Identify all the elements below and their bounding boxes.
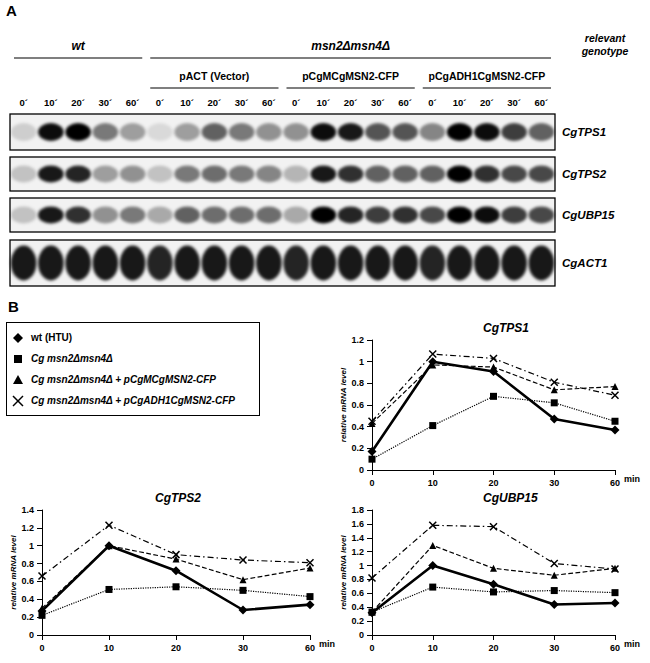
svg-text:min: min — [319, 639, 335, 649]
html-text:B: B — [8, 298, 19, 315]
svg-text:60: 60 — [305, 643, 315, 653]
svg-text:20´: 20´ — [480, 97, 494, 108]
svg-text:0: 0 — [39, 643, 44, 653]
svg-text:20´: 20´ — [344, 97, 358, 108]
svg-text:0: 0 — [359, 630, 364, 640]
svg-text:0.2: 0.2 — [351, 616, 364, 626]
svg-text:10´: 10´ — [453, 97, 467, 108]
svg-text:60: 60 — [610, 643, 620, 653]
svg-text:CgACT1: CgACT1 — [562, 257, 607, 269]
svg-text:20: 20 — [488, 643, 498, 653]
svg-text:10´: 10´ — [180, 97, 194, 108]
svg-text:CgUBP15: CgUBP15 — [483, 491, 538, 505]
svg-text:CgTPS1: CgTPS1 — [562, 126, 606, 138]
svg-text:msn2Δmsn4Δ: msn2Δmsn4Δ — [311, 39, 390, 53]
svg-text:0.4: 0.4 — [21, 594, 34, 604]
svg-text:0: 0 — [369, 643, 374, 653]
svg-text:0.4: 0.4 — [351, 602, 364, 612]
svg-text:60: 60 — [610, 478, 620, 488]
html-text:Cg msn2Δmsn4Δ + pCgMCgMSN2-CFP: Cg msn2Δmsn4Δ + pCgMCgMSN2-CFP — [31, 374, 216, 385]
svg-text:60´: 60´ — [262, 97, 276, 108]
svg-text:0´: 0´ — [19, 97, 27, 108]
svg-text:30´: 30´ — [99, 97, 113, 108]
svg-text:wt: wt — [71, 39, 85, 53]
svg-text:60´: 60´ — [126, 97, 140, 108]
svg-text:0´: 0´ — [292, 97, 300, 108]
svg-text:A: A — [6, 2, 17, 19]
svg-text:30´: 30´ — [235, 97, 249, 108]
svg-text:1.2: 1.2 — [21, 523, 34, 533]
svg-text:10: 10 — [104, 643, 114, 653]
svg-text:pACT (Vector): pACT (Vector) — [179, 70, 249, 82]
svg-text:0.6: 0.6 — [21, 576, 34, 586]
svg-text:1.4: 1.4 — [21, 505, 34, 515]
svg-text:60´: 60´ — [398, 97, 412, 108]
html-text:Cg msn2Δmsn4Δ: Cg msn2Δmsn4Δ — [31, 353, 113, 364]
svg-text:1: 1 — [359, 561, 364, 571]
svg-text:1.8: 1.8 — [351, 505, 364, 515]
svg-text:CgUBP15: CgUBP15 — [562, 209, 615, 221]
svg-text:CgTPS2: CgTPS2 — [562, 168, 607, 180]
svg-text:10´: 10´ — [44, 97, 58, 108]
svg-text:30´: 30´ — [507, 97, 521, 108]
svg-text:10: 10 — [428, 643, 438, 653]
svg-text:60´: 60´ — [535, 97, 549, 108]
svg-text:1: 1 — [29, 541, 34, 551]
svg-text:30´: 30´ — [371, 97, 385, 108]
svg-text:0´: 0´ — [428, 97, 436, 108]
html-text:wt (HTU): wt (HTU) — [31, 332, 73, 343]
html-text:Cg msn2Δmsn4Δ + pCgADH1CgMSN2-: Cg msn2Δmsn4Δ + pCgADH1CgMSN2-CFP — [31, 395, 235, 406]
svg-text:1.2: 1.2 — [351, 335, 364, 345]
svg-text:0.8: 0.8 — [21, 559, 34, 569]
svg-text:pCgADH1CgMSN2-CFP: pCgADH1CgMSN2-CFP — [429, 70, 546, 82]
svg-text:20´: 20´ — [208, 97, 222, 108]
svg-text:0: 0 — [359, 465, 364, 475]
svg-text:10´: 10´ — [317, 97, 331, 108]
svg-text:relative mRNA level: relative mRNA level — [9, 535, 18, 610]
svg-text:0: 0 — [29, 630, 34, 640]
svg-text:pCgMCgMSN2-CFP: pCgMCgMSN2-CFP — [302, 70, 399, 82]
svg-text:relative mRNA level: relative mRNA level — [339, 367, 348, 442]
svg-text:CgTPS2: CgTPS2 — [155, 491, 201, 505]
svg-text:0.4: 0.4 — [351, 422, 364, 432]
svg-text:relevantgenotype: relevantgenotype — [581, 32, 629, 57]
svg-text:0.6: 0.6 — [351, 588, 364, 598]
svg-text:1.6: 1.6 — [351, 519, 364, 529]
svg-text:0´: 0´ — [156, 97, 164, 108]
svg-text:min: min — [624, 639, 640, 649]
svg-text:0: 0 — [369, 478, 374, 488]
svg-text:20´: 20´ — [71, 97, 85, 108]
svg-text:CgTPS1: CgTPS1 — [483, 321, 529, 335]
svg-text:30: 30 — [238, 643, 248, 653]
svg-text:1.4: 1.4 — [351, 533, 364, 543]
svg-text:20: 20 — [488, 478, 498, 488]
svg-text:0.2: 0.2 — [351, 443, 364, 453]
svg-text:10: 10 — [428, 478, 438, 488]
svg-text:1.2: 1.2 — [351, 547, 364, 557]
svg-text:0.8: 0.8 — [351, 378, 364, 388]
svg-text:1: 1 — [359, 357, 364, 367]
svg-text:30: 30 — [549, 478, 559, 488]
svg-text:min: min — [624, 474, 640, 484]
svg-text:0.2: 0.2 — [21, 612, 34, 622]
svg-text:relative mRNA level: relative mRNA level — [339, 535, 348, 610]
svg-text:0.6: 0.6 — [351, 400, 364, 410]
svg-text:0.8: 0.8 — [351, 574, 364, 584]
svg-text:30: 30 — [549, 643, 559, 653]
svg-text:20: 20 — [171, 643, 181, 653]
